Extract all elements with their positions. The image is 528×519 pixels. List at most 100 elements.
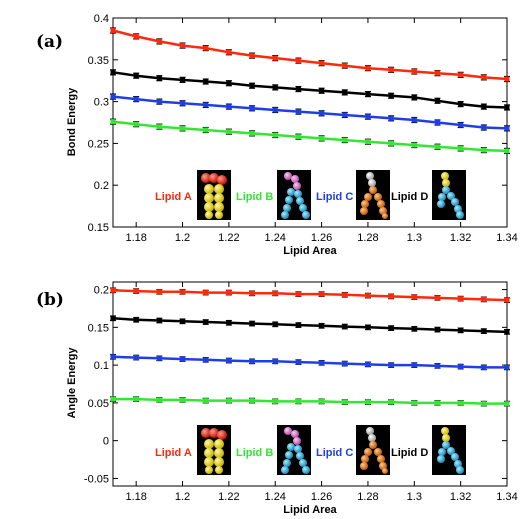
x-tick-label: 1.24 — [265, 232, 286, 244]
lipid-a-data-point — [434, 70, 440, 76]
lipid-b-data-point — [295, 134, 301, 140]
lipid-d-data-point — [295, 86, 301, 92]
lipid-c-data-point — [295, 109, 301, 115]
lipid-c-data-point — [481, 364, 487, 370]
lipid-a-data-point — [411, 69, 417, 75]
lipid-b-data-point — [180, 125, 186, 131]
lipid-b-data-point — [342, 399, 348, 405]
legend-label-lipid-b: Lipid B — [236, 447, 273, 459]
lipid-c-data-point — [203, 357, 209, 363]
lipid-d-data-point — [365, 91, 371, 97]
y-tick-label: 0 — [103, 436, 109, 448]
lipid-b-data-point — [272, 398, 278, 404]
lipid-c-data-point — [434, 363, 440, 369]
lipid-a-data-point — [458, 296, 464, 302]
lipid-a-data-point — [388, 293, 394, 299]
lipid-b-data-point — [272, 132, 278, 138]
lipid-a-data-point — [295, 291, 301, 297]
legend-label-lipid-a: Lipid A — [155, 447, 192, 459]
y-tick-label: 0.2 — [94, 180, 109, 192]
lipid-b-data-point — [481, 401, 487, 407]
lipid-d-data-point — [249, 83, 255, 89]
panel-label-a: (a) — [36, 32, 63, 52]
lipid-b-data-point — [434, 400, 440, 406]
x-tick-label: 1.2 — [175, 491, 190, 503]
lipid-b-data-point — [388, 399, 394, 405]
lipid-d-data-point — [249, 321, 255, 327]
lipid-d-data-point — [319, 323, 325, 329]
legend-label-lipid-c: Lipid C — [316, 447, 353, 459]
lipid-a-data-point — [226, 49, 232, 55]
lipid-d-data-point — [388, 93, 394, 99]
x-axis-title-a: Lipid Area — [283, 245, 337, 257]
lipid-b-data-point — [295, 398, 301, 404]
lipid-d-data-point — [226, 80, 232, 86]
lipid-a-data-point — [226, 290, 232, 296]
x-tick-label: 1.2 — [175, 232, 190, 244]
lipid-d-data-point — [272, 84, 278, 90]
lipid-b-data-point — [249, 130, 255, 136]
panel-b: (b) 1.18 1.2 1.22 1.24 1.26 1.28 1.3 1.32 1.34 -0… — [36, 281, 518, 516]
lipid-c-data-point — [504, 364, 510, 370]
lipid-b-data-point — [133, 396, 139, 402]
panel-a: (a) 1.18 1.2 1.22 1.24 1.26 1.28 1.3 1.32 1.34 0.… — [36, 13, 518, 257]
lipid-d-data-point — [156, 318, 162, 324]
lipid-a-molecule-icon — [197, 170, 231, 220]
series-group-a — [110, 28, 510, 154]
lipid-a-data-point — [272, 290, 278, 296]
lipid-b-data-point — [180, 397, 186, 403]
lipid-c-molecule-icon — [356, 425, 390, 475]
lipid-c-data-point — [295, 359, 301, 365]
lipid-b-data-point — [434, 144, 440, 150]
lipid-b-data-point — [110, 396, 116, 402]
x-tick-label: 1.28 — [357, 232, 378, 244]
lipid-b-data-point — [365, 399, 371, 405]
y-axis-title-a: Bond Energy — [66, 87, 78, 156]
lipid-c-data-point — [180, 356, 186, 362]
lipid-b-series-line — [112, 120, 508, 153]
lipid-b-data-point — [458, 400, 464, 406]
lipid-d-data-point — [133, 73, 139, 79]
lipid-d-molecule-icon — [432, 170, 466, 220]
lipid-d-data-point — [110, 69, 116, 75]
lipid-c-data-point — [226, 104, 232, 110]
lipid-c-data-point — [156, 99, 162, 105]
legend-label-lipid-d: Lipid D — [391, 191, 428, 203]
lipid-c-data-point — [388, 115, 394, 121]
y-tick-label: 0.4 — [94, 13, 109, 25]
lipid-a-data-point — [504, 76, 510, 82]
lipid-d-data-point — [295, 322, 301, 328]
lipid-c-data-point — [133, 96, 139, 102]
x-tick-label: 1.22 — [218, 491, 239, 503]
lipid-d-data-point — [411, 94, 417, 100]
y-axis-title-b: Angle Energy — [66, 347, 78, 419]
lipid-b-data-point — [226, 398, 232, 404]
lipid-a-data-point — [319, 291, 325, 297]
x-tick-label: 1.18 — [125, 491, 146, 503]
y-tick-label: 0.2 — [94, 285, 109, 297]
lipid-c-data-point — [249, 358, 255, 364]
lipid-a-data-point — [203, 290, 209, 296]
lipid-a-data-point — [365, 293, 371, 299]
lipid-b-data-point — [504, 401, 510, 407]
lipid-d-data-point — [365, 324, 371, 330]
y-tick-label: 0.1 — [94, 360, 109, 372]
lipid-d-data-point — [156, 75, 162, 81]
lipid-a-data-point — [388, 67, 394, 73]
lipid-d-data-point — [133, 317, 139, 323]
panel-label-b: (b) — [36, 290, 64, 310]
lipid-c-data-point — [110, 354, 116, 360]
lipid-d-molecule-icon — [432, 425, 466, 475]
lipid-c-series-line — [112, 355, 507, 369]
lipid-c-data-point — [319, 110, 325, 116]
x-tick-label: 1.34 — [496, 491, 517, 503]
lipid-c-data-point — [411, 362, 417, 368]
lipid-a-data-point — [458, 72, 464, 78]
y-tick-label: 0.25 — [88, 138, 109, 150]
lipid-a-data-point — [319, 60, 325, 66]
lipid-d-data-point — [458, 327, 464, 333]
x-tick-label: 1.3 — [407, 491, 422, 503]
lipid-b-data-point — [156, 397, 162, 403]
lipid-b-data-point — [388, 140, 394, 146]
lipid-a-data-point — [133, 33, 139, 39]
